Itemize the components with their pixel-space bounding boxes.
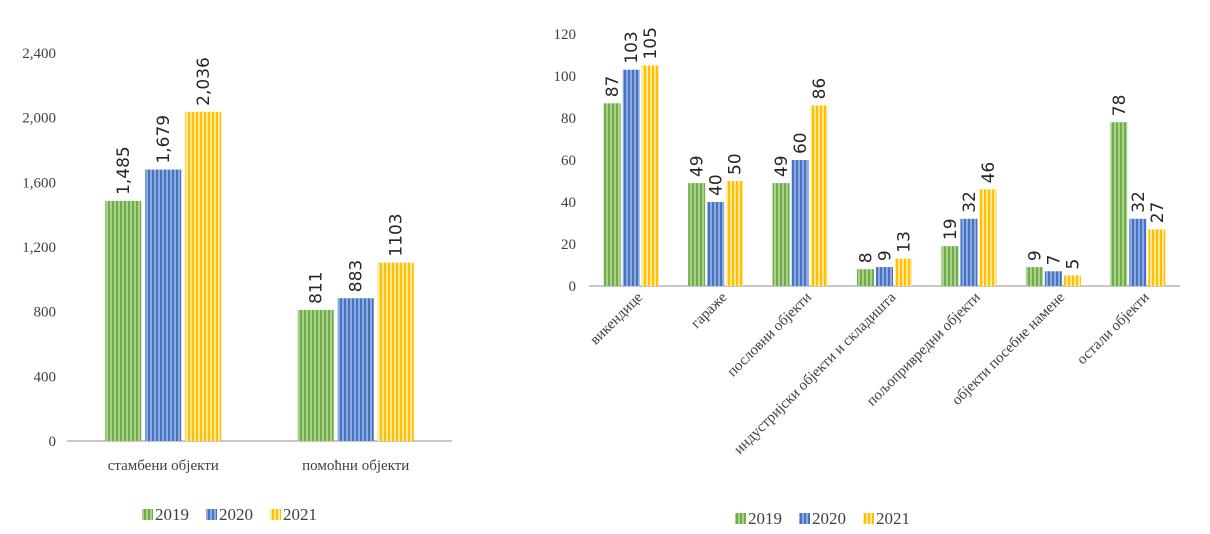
category-label: индустријски објекти и складишта [731, 289, 899, 457]
data-label: 49 [772, 155, 792, 177]
bar-2019 [105, 200, 142, 441]
category-label: викендице [587, 289, 646, 348]
legend-label: 2019 [748, 509, 782, 528]
data-label: 78 [1110, 95, 1130, 117]
bar-2021 [810, 105, 828, 287]
y-tick-label: 2,000 [22, 111, 56, 127]
data-label: 49 [688, 155, 708, 177]
bar-2020 [337, 298, 374, 441]
y-tick-label: 20 [561, 237, 576, 253]
bar-2020 [707, 202, 725, 286]
data-label: 87 [603, 76, 623, 98]
bar-2020 [1044, 271, 1062, 286]
legend-swatch-2019 [735, 513, 746, 524]
data-label: 1,485 [114, 146, 134, 195]
y-tick-label: 800 [34, 305, 57, 321]
y-tick-label: 0 [49, 434, 57, 450]
bar-2019 [1110, 122, 1128, 286]
bar-2019 [941, 246, 959, 286]
y-tick-label: 40 [561, 195, 576, 211]
y-tick-label: 2,400 [22, 46, 56, 62]
bar-2021 [377, 262, 414, 441]
legend-label: 2021 [283, 505, 317, 524]
data-label: 46 [979, 162, 999, 184]
data-label: 9 [1025, 250, 1045, 261]
y-tick-label: 120 [554, 27, 577, 43]
data-label: 13 [895, 231, 915, 253]
bar-2019 [772, 183, 790, 286]
y-tick-label: 80 [561, 111, 576, 127]
y-tick-label: 0 [569, 279, 577, 295]
bar-2020 [145, 169, 182, 442]
legend-swatch-2021 [863, 513, 874, 524]
bar-2019 [297, 309, 334, 441]
data-label: 1,679 [154, 115, 174, 164]
data-label: 32 [960, 191, 980, 213]
legend-label: 2019 [155, 505, 189, 524]
bar-2020 [960, 218, 978, 286]
data-label: 8 [857, 252, 877, 263]
data-label: 105 [641, 27, 661, 59]
legend-swatch-2020 [206, 509, 217, 520]
data-label: 50 [726, 153, 746, 175]
bar-2020 [1129, 218, 1147, 286]
legend-swatch-2020 [799, 513, 810, 524]
y-tick-label: 100 [554, 69, 577, 85]
bar-2021 [726, 181, 744, 286]
data-label: 7 [1044, 254, 1064, 265]
category-label: пословни објекти [724, 290, 815, 381]
legend-swatch-2021 [270, 509, 281, 520]
data-label: 86 [810, 78, 830, 100]
bar-2021 [1148, 229, 1166, 286]
data-label: 883 [347, 260, 367, 292]
bar-2019 [688, 183, 706, 286]
legend-label: 2020 [219, 505, 253, 524]
legend-label: 2021 [876, 509, 910, 528]
data-label: 2,036 [194, 57, 214, 106]
data-label: 103 [622, 31, 642, 63]
bar-2021 [895, 258, 912, 286]
bar-2021 [1063, 275, 1081, 286]
data-label: 9 [876, 250, 896, 261]
data-label: 27 [1148, 202, 1168, 224]
y-tick-label: 1,600 [22, 175, 56, 191]
chart-left: 0 400 800 1,200 1,600 2,000 2,400 1,485 1,679 2,0… [22, 46, 452, 524]
data-label: 19 [941, 218, 961, 240]
y-tick-label: 1,200 [22, 240, 56, 256]
bar-2019 [1025, 267, 1043, 286]
legend-swatch-2019 [142, 509, 153, 520]
category-label: стамбени објекти [108, 458, 219, 474]
bar-2021 [185, 111, 222, 441]
category-label: остали објекти [1074, 290, 1152, 368]
bar-2020 [622, 69, 640, 286]
bar-2020 [791, 160, 809, 286]
y-tick-label: 60 [561, 153, 576, 169]
data-label: 40 [707, 174, 727, 196]
data-label: 811 [307, 271, 327, 303]
y-tick-label: 400 [34, 369, 57, 385]
bar-2021 [979, 189, 997, 286]
data-label: 60 [791, 132, 811, 154]
bar-2019 [857, 269, 874, 286]
data-label: 5 [1063, 259, 1083, 270]
bar-2021 [641, 65, 659, 286]
data-label: 1103 [387, 213, 407, 256]
bar-2020 [876, 267, 893, 286]
category-label: гараже [688, 289, 731, 332]
bar-2019 [603, 103, 621, 286]
category-label: помоћни објекти [302, 458, 409, 474]
data-label: 32 [1129, 191, 1149, 213]
legend-label: 2020 [812, 509, 846, 528]
